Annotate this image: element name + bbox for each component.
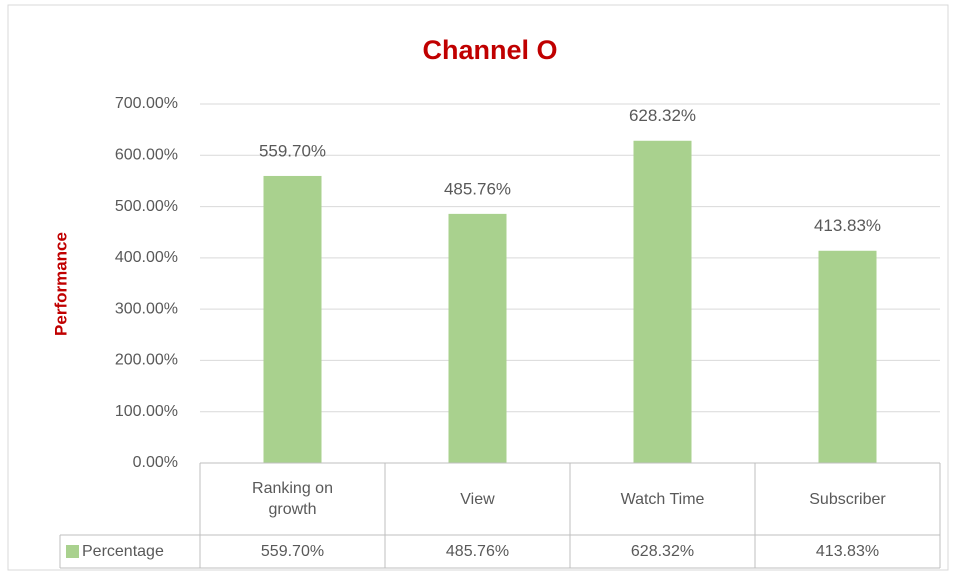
- y-tick-label: 500.00%: [115, 198, 178, 215]
- y-tick-label: 400.00%: [115, 249, 178, 266]
- category-label: Subscriber: [809, 490, 886, 508]
- category-label: View: [460, 490, 495, 508]
- table-value: 485.76%: [445, 543, 510, 560]
- y-axis-label: Performance: [51, 232, 70, 336]
- data-label: 559.70%: [259, 141, 326, 160]
- category-label: Ranking on growth: [252, 480, 333, 518]
- y-tick-label: 700.00%: [115, 95, 178, 112]
- y-tick-label: 100.00%: [115, 403, 178, 420]
- bar: [818, 250, 877, 463]
- table-value: 628.32%: [630, 543, 695, 560]
- y-tick-label: 600.00%: [115, 147, 178, 164]
- y-tick-label: 300.00%: [115, 300, 178, 317]
- bar: [633, 140, 692, 463]
- table-value: 559.70%: [260, 543, 325, 560]
- bar: [263, 175, 322, 463]
- y-tick-label: 200.00%: [115, 352, 178, 369]
- legend-key: [66, 545, 79, 558]
- y-tick-label: 0.00%: [133, 454, 178, 471]
- data-label: 413.83%: [814, 216, 881, 235]
- legend-label: Percentage: [82, 543, 164, 560]
- bar: [448, 213, 507, 463]
- table-value: 413.83%: [815, 543, 880, 560]
- data-label: 485.76%: [444, 179, 511, 198]
- category-label: Watch Time: [620, 490, 705, 508]
- chart-title: Channel O: [422, 35, 557, 65]
- data-label: 628.32%: [629, 106, 696, 125]
